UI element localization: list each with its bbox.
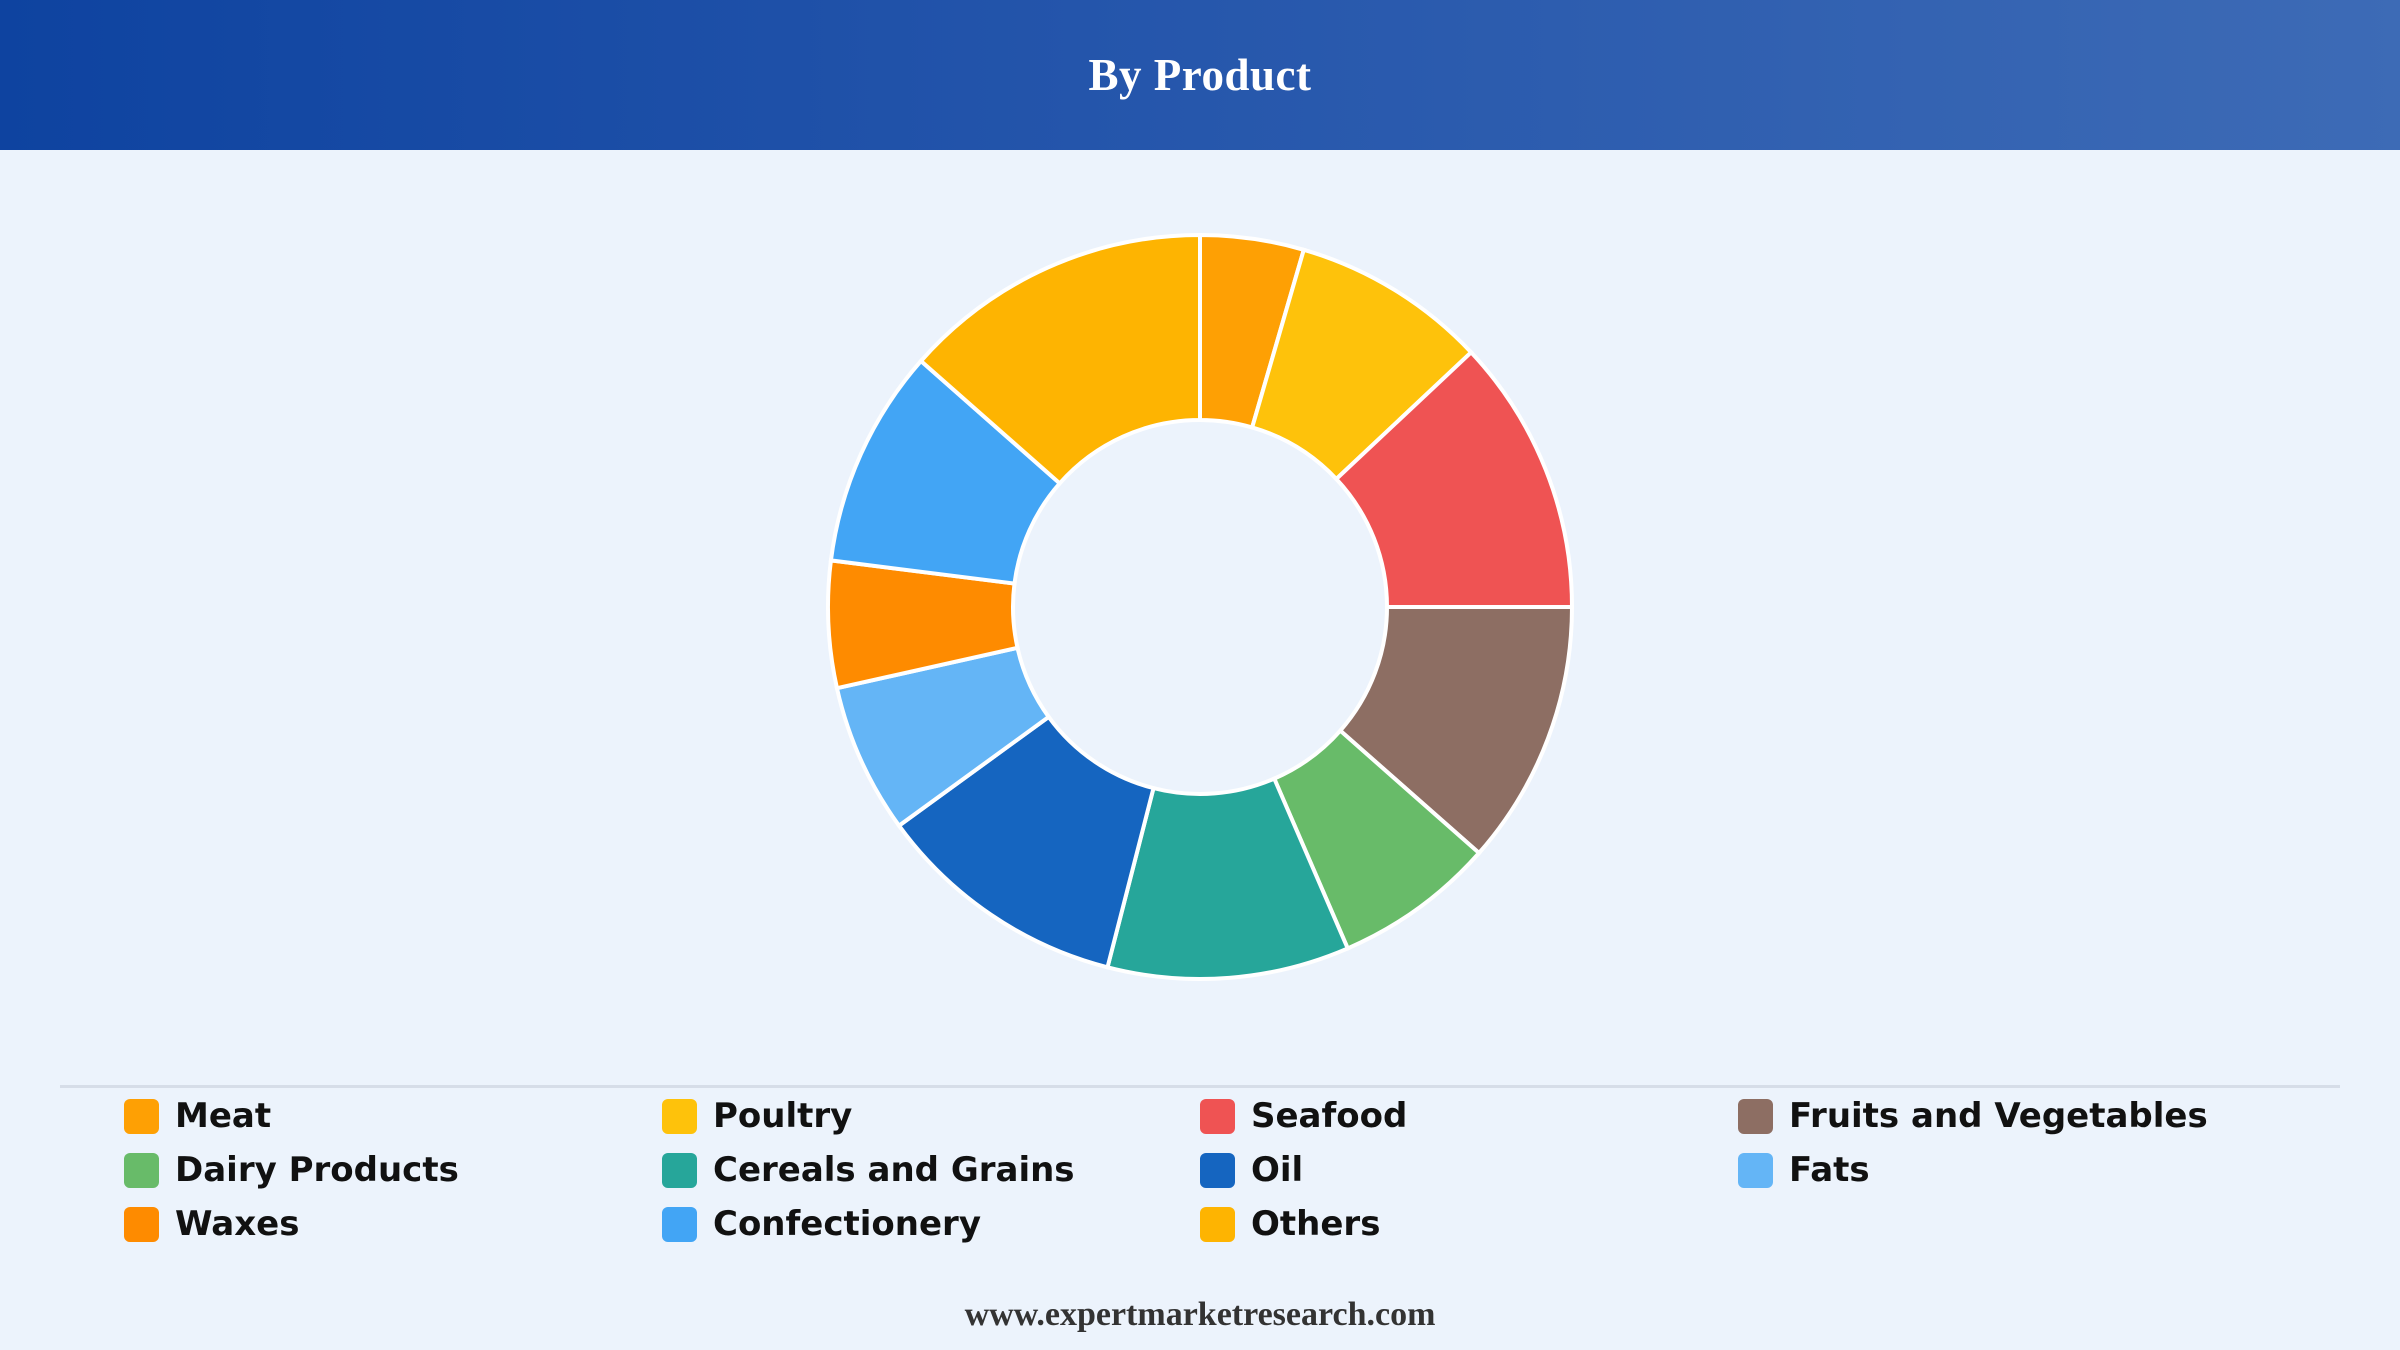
legend-swatch	[1200, 1206, 1235, 1242]
legend-item-confectionery: Confectionery	[662, 1204, 1200, 1244]
donut-slice-cereals-and-grains	[1105, 775, 1351, 981]
donut-chart	[826, 232, 1575, 981]
header-banner: By Product	[0, 0, 2400, 150]
legend-item-dairy-products: Dairy Products	[124, 1150, 662, 1190]
legend-item-oil: Oil	[1200, 1150, 1738, 1190]
donut-slice-others	[918, 232, 1202, 487]
chart-area	[0, 150, 2400, 1080]
legend-divider	[60, 1085, 2340, 1088]
legend-label: Oil	[1251, 1150, 1304, 1190]
legend-swatch	[124, 1206, 159, 1242]
legend-item-others: Others	[1200, 1204, 1738, 1244]
legend-swatch	[1200, 1152, 1235, 1188]
legend-swatch	[662, 1152, 697, 1188]
legend-item-cereals-and-grains: Cereals and Grains	[662, 1150, 1200, 1190]
legend-label: Seafood	[1251, 1096, 1408, 1136]
legend-item-poultry: Poultry	[662, 1096, 1200, 1136]
legend-label: Poultry	[713, 1096, 853, 1136]
legend-swatch	[1200, 1098, 1235, 1134]
legend-label: Others	[1251, 1204, 1381, 1244]
legend-label: Meat	[175, 1096, 272, 1136]
legend-item-fruits-and-vegetables: Fruits and Vegetables	[1738, 1096, 2276, 1136]
donut-slice-seafood	[1333, 349, 1575, 609]
donut-slice-fruits-and-vegetables	[1337, 605, 1575, 856]
legend-swatch	[1738, 1152, 1773, 1188]
footer-website: www.expertmarketresearch.com	[964, 1296, 1436, 1333]
legend-label: Dairy Products	[175, 1150, 459, 1190]
legend-label: Fats	[1789, 1150, 1870, 1190]
legend-label: Fruits and Vegetables	[1789, 1096, 2208, 1136]
legend-label: Waxes	[175, 1204, 300, 1244]
legend-label: Confectionery	[713, 1204, 981, 1244]
legend-swatch	[124, 1098, 159, 1134]
legend-item-meat: Meat	[124, 1096, 662, 1136]
legend-item-seafood: Seafood	[1200, 1096, 1738, 1136]
chart-title: By Product	[1088, 50, 1312, 100]
legend-item-waxes: Waxes	[124, 1204, 662, 1244]
legend-label: Cereals and Grains	[713, 1150, 1075, 1190]
legend-swatch	[124, 1152, 159, 1188]
legend-swatch	[662, 1098, 697, 1134]
legend-swatch	[662, 1206, 697, 1242]
chart-legend: Meat Poultry Seafood Fruits and Vegetables D…	[124, 1096, 2324, 1244]
legend-item-fats: Fats	[1738, 1150, 2276, 1190]
legend-swatch	[1738, 1098, 1773, 1134]
